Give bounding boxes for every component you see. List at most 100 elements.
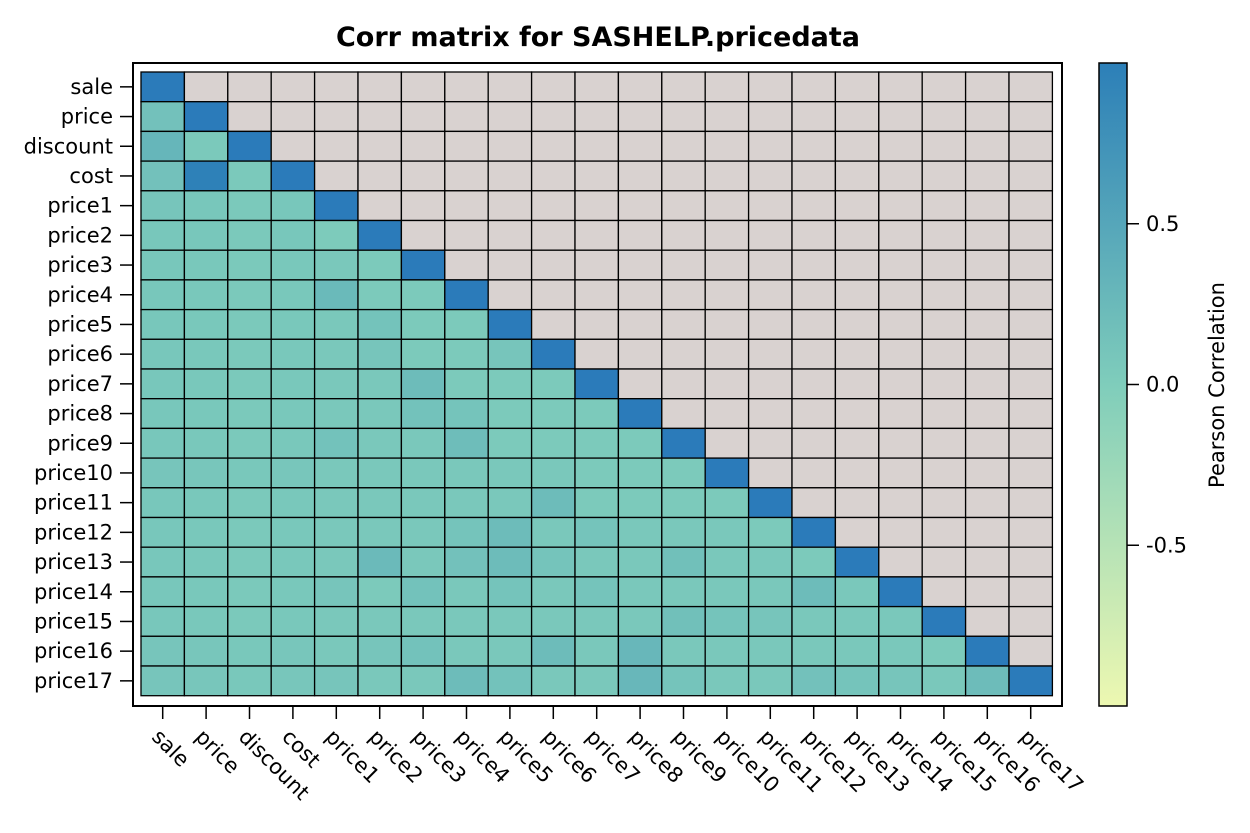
cell-price16-price	[183, 635, 229, 667]
cell-price5-price17	[1008, 308, 1054, 340]
cell-price-price13	[834, 101, 880, 133]
cell-price7-price7	[574, 368, 620, 400]
cell-price15-price6	[530, 605, 576, 637]
cell-price3-sale	[140, 249, 186, 281]
cell-price8-price10	[704, 398, 750, 430]
cell-cost-price4	[444, 160, 489, 192]
cell-price6-price12	[791, 338, 837, 370]
cell-price14-price8	[617, 576, 663, 608]
cell-price3-cost	[270, 249, 316, 281]
cell-price17-price2	[357, 665, 403, 697]
cell-price3-price13	[834, 249, 880, 281]
cell-price6-price6	[530, 338, 576, 370]
cell-cost-price3	[400, 160, 446, 192]
cell-price-cost	[270, 101, 316, 133]
cell-price8-price1	[313, 398, 359, 430]
cell-price9-price17	[1008, 427, 1054, 459]
cell-price3-price10	[704, 249, 750, 281]
cell-sale-price11	[747, 71, 793, 103]
cell-price17-price8	[617, 665, 663, 697]
cell-price15-price11	[747, 605, 793, 637]
cell-sale-price8	[617, 71, 663, 103]
cell-price10-price6	[530, 457, 576, 489]
cell-price7-cost	[270, 368, 316, 400]
cell-price11-price8	[617, 487, 663, 519]
cell-price6-price5	[487, 338, 533, 370]
cell-price6-price7	[574, 338, 620, 370]
cell-price16-price7	[574, 635, 620, 667]
cell-price16-price13	[834, 635, 880, 667]
cell-price16-price3	[400, 635, 446, 667]
cell-sale-price7	[574, 71, 620, 103]
cell-price15-discount	[227, 605, 272, 637]
cell-price14-price9	[661, 576, 706, 608]
cell-price11-price7	[574, 487, 620, 519]
cell-discount-price4	[444, 130, 489, 162]
cell-cost-price8	[617, 160, 663, 192]
cell-price2-price7	[574, 219, 620, 251]
cell-price-discount	[227, 101, 272, 133]
cell-price5-price10	[704, 308, 750, 340]
chart-title: Corr matrix for SASHELP.pricedata	[336, 22, 860, 53]
cell-price15-price5	[487, 605, 533, 637]
cell-price16-price12	[791, 635, 837, 667]
y-tick-label: price9	[47, 431, 113, 455]
cell-price9-price3	[400, 427, 446, 459]
cell-price9-price11	[747, 427, 793, 459]
y-tick-label: cost	[69, 164, 113, 188]
cell-price1-price3	[400, 190, 446, 222]
cell-cost-discount	[227, 160, 272, 192]
cell-price11-price2	[357, 487, 403, 519]
cell-price17-price3	[400, 665, 446, 697]
cell-price4-price8	[617, 279, 663, 311]
cell-price1-price1	[313, 190, 359, 222]
cell-sale-price13	[834, 71, 880, 103]
cell-cost-price7	[574, 160, 620, 192]
cell-price10-price2	[357, 457, 403, 489]
cell-price13-price14	[878, 546, 923, 578]
cell-discount-price9	[661, 130, 706, 162]
cell-price17-price17	[1008, 665, 1054, 697]
y-tick-label: price	[61, 105, 113, 129]
cell-price8-price11	[747, 398, 793, 430]
cell-price16-price10	[704, 635, 750, 667]
cell-cost-price5	[487, 160, 533, 192]
cell-price2-price4	[444, 219, 489, 251]
cell-price7-price11	[747, 368, 793, 400]
cell-sale-discount	[227, 71, 272, 103]
cell-price16-price2	[357, 635, 403, 667]
cell-price11-discount	[227, 487, 272, 519]
cell-price2-price6	[530, 219, 576, 251]
cell-price2-price10	[704, 219, 750, 251]
cell-price12-price1	[313, 516, 359, 548]
cell-price16-price11	[747, 635, 793, 667]
cell-price3-price7	[574, 249, 620, 281]
y-tick-label: price6	[47, 342, 113, 366]
cell-discount-price6	[530, 130, 576, 162]
cell-price4-price9	[661, 279, 706, 311]
cell-price11-price3	[400, 487, 446, 519]
cell-price10-price4	[444, 457, 489, 489]
cell-price11-price15	[921, 487, 967, 519]
cell-price4-price7	[574, 279, 620, 311]
cell-price11-price17	[1008, 487, 1054, 519]
cell-price12-price5	[487, 516, 533, 548]
cell-price-price3	[400, 101, 446, 133]
cell-price10-price7	[574, 457, 620, 489]
colorbar-tick-label: 0.5	[1146, 212, 1179, 236]
cell-sale-price10	[704, 71, 750, 103]
cell-price12-price2	[357, 516, 403, 548]
cell-price13-price15	[921, 546, 967, 578]
cell-price1-price7	[574, 190, 620, 222]
cell-price4-price	[183, 279, 229, 311]
cell-price5-price4	[444, 308, 489, 340]
cell-price15-price12	[791, 605, 837, 637]
cell-price4-price13	[834, 279, 880, 311]
cell-price1-price8	[617, 190, 663, 222]
cell-price11-price9	[661, 487, 706, 519]
cell-price13-price12	[791, 546, 837, 578]
cell-price16-price5	[487, 635, 533, 667]
cell-sale-price5	[487, 71, 533, 103]
cell-price8-discount	[227, 398, 272, 430]
